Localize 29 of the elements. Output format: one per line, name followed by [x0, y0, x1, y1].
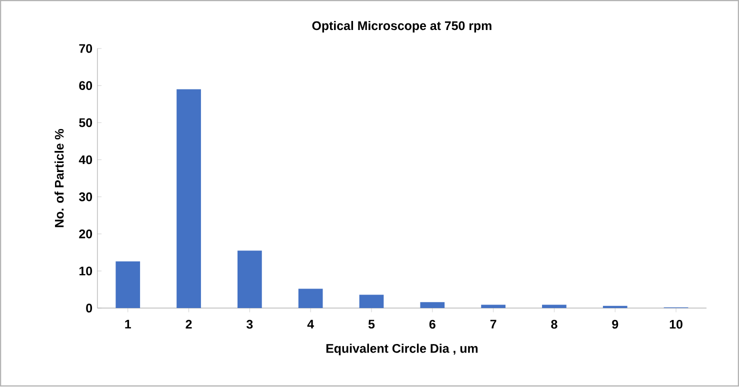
bar: [420, 302, 445, 308]
bar: [481, 304, 506, 308]
x-tick-label: 7: [490, 320, 496, 329]
bar: [542, 304, 566, 308]
x-tick-label: 1: [125, 320, 131, 329]
x-tick-label: 6: [429, 320, 436, 329]
y-tick-label: 10: [79, 266, 92, 276]
x-axis-title: Equivalent Circle Dia , um: [326, 344, 478, 356]
x-tick-label: 4: [307, 320, 314, 329]
x-tick-label: 9: [612, 320, 618, 329]
y-axis-title: No. of Particle %: [54, 129, 64, 228]
y-tick-label: 60: [79, 81, 92, 90]
y-tick-label: 40: [78, 156, 92, 164]
x-tick-label: 5: [368, 320, 375, 329]
bar: [359, 294, 384, 308]
y-tick-label: 20: [79, 230, 92, 239]
y-tick-label: 0: [86, 304, 92, 313]
x-tick-label: 3: [246, 320, 253, 329]
x-tick-label: 2: [186, 320, 192, 329]
chart-title: Optical Microscope at 750 rpm: [312, 21, 492, 33]
y-tick-label: 30: [78, 192, 92, 202]
bar: [176, 90, 201, 308]
bar: [238, 250, 262, 308]
x-tick-label: 10: [670, 320, 682, 329]
bar: [116, 262, 140, 308]
x-tick-label: 8: [551, 320, 558, 329]
y-tick-label: 50: [79, 118, 92, 128]
y-tick-label: 70: [79, 44, 92, 54]
bar: [298, 289, 323, 308]
